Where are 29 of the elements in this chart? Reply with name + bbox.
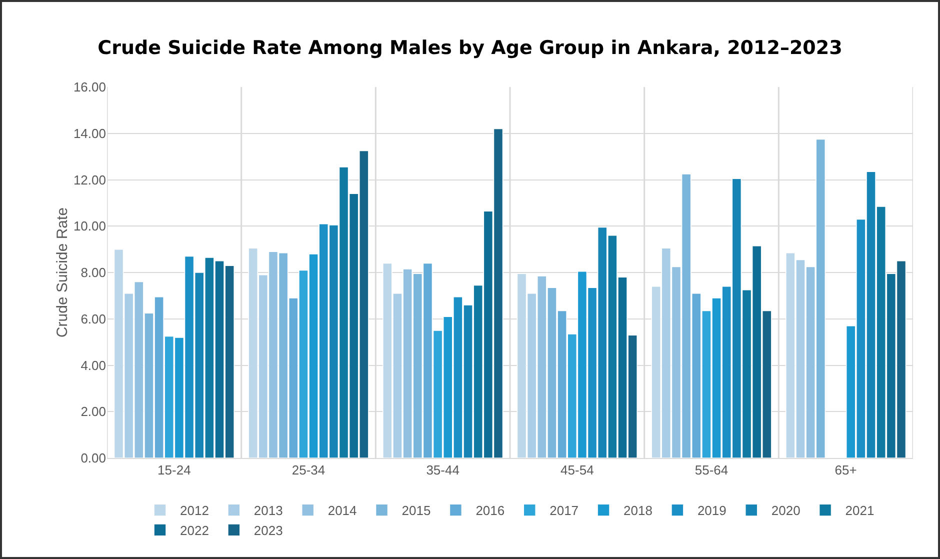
legend-label: 2013 [254,503,283,518]
legend-label: 2018 [624,503,652,518]
legend-label: 2020 [771,503,800,518]
y-axis-title: Crude Suicide Rate [54,207,71,338]
legend-label: 2021 [845,503,874,518]
x-tick-label: 65+ [834,462,857,478]
chart-title: Crude Suicide Rate Among Males by Age Group in Ankara, 2012–2023 [98,37,842,60]
x-tick-label: 55-64 [694,462,728,478]
y-tick-label: 2.00 [80,404,106,420]
legend-label: 2017 [550,503,579,518]
legend-label: 2019 [697,503,726,518]
x-tick-label: 25-34 [292,462,326,478]
y-tick-label: 14.00 [73,126,106,141]
legend-label: 2016 [476,503,505,518]
legend-label: 2015 [402,503,431,518]
x-tick-label: 15-24 [158,462,191,478]
y-tick-label: 4.00 [80,358,106,373]
legend-label: 2012 [180,503,209,518]
x-tick-label: 35-44 [426,462,460,478]
x-tick-label: 45-54 [560,462,594,478]
legend-label: 2014 [328,503,357,518]
y-tick-label: 0.00 [80,450,106,466]
y-tick-label: 10.00 [73,218,106,234]
y-tick-label: 16.00 [73,80,106,95]
y-tick-label: 6.00 [80,311,106,326]
y-tick-label: 8.00 [80,265,106,280]
legend-label: 2023 [254,523,283,538]
y-tick-label: 12.00 [73,172,106,188]
legend-label: 2022 [180,523,209,538]
